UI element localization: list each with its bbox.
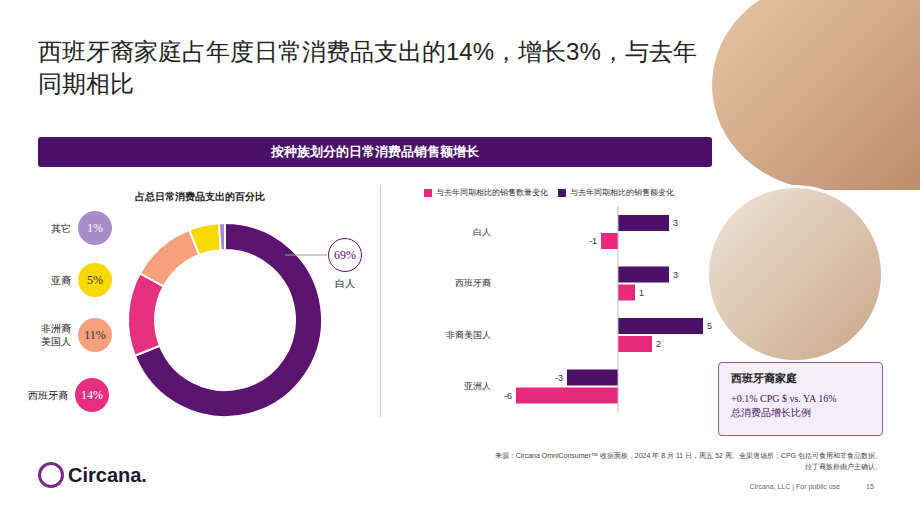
html-text:与去年同期相比的销售数量变化: 与去年同期相比的销售数量变化: [436, 188, 548, 197]
html-text:总消费品增长比例: 总消费品增长比例: [731, 407, 811, 418]
html-text:白人: 白人: [335, 278, 355, 289]
html-text:亚裔: 亚裔: [51, 274, 71, 286]
svg-text:白人: 白人: [473, 227, 491, 237]
html-text:按种族划分的日常消费品销售额增长: 按种族划分的日常消费品销售额增长: [271, 144, 479, 159]
svg-text:-3: -3: [555, 373, 563, 383]
svg-text:非裔美国人: 非裔美国人: [446, 330, 491, 340]
svg-text:1: 1: [639, 288, 644, 298]
svg-text:-1: -1: [589, 236, 597, 246]
html-text:西班牙裔家庭: 西班牙裔家庭: [731, 372, 797, 384]
html-text:11%: 11%: [84, 327, 106, 342]
svg-text:亚洲人: 亚洲人: [464, 381, 491, 391]
html-text:西班牙裔: 西班牙裔: [28, 389, 68, 401]
html-text:美国人: 美国人: [41, 336, 71, 347]
html-text:与去年同期相比的销售额变化: 与去年同期相比的销售额变化: [570, 188, 674, 197]
html-text:拉丁裔族群由户主确认。: 拉丁裔族群由户主确认。: [805, 462, 882, 470]
html-text:+0.1% CPG $ vs. YA 16%: +0.1% CPG $ vs. YA 16%: [731, 393, 837, 404]
html-text:其它: 其它: [51, 222, 71, 234]
svg-text:5: 5: [707, 321, 712, 331]
svg-text:西班牙裔: 西班牙裔: [455, 278, 491, 288]
html-text:非洲裔: 非洲裔: [41, 323, 71, 334]
html-text:69%: 69%: [334, 247, 356, 262]
html-text:占总日常消费品支出的百分比: 占总日常消费品支出的百分比: [135, 191, 265, 202]
svg-text:-6: -6: [504, 391, 512, 401]
svg-text:2: 2: [656, 339, 661, 349]
html-text:Circana, LLC | For public use: Circana, LLC | For public use: [749, 483, 840, 490]
svg-text:3: 3: [673, 218, 678, 228]
html-text:西班牙裔家庭占年度日常消费品支出的14%，增长3%，与去年同: 西班牙裔家庭占年度日常消费品支出的14%，增长3%，与去年同期相比: [38, 38, 697, 98]
html-text:15: 15: [866, 483, 874, 490]
html-text:来源：Circana OmniConsumer™ 收据面板，: 来源：Circana OmniConsumer™ 收据面板，2024 年 8 月…: [494, 452, 882, 459]
html-text:5%: 5%: [87, 272, 103, 287]
html-text:1%: 1%: [87, 220, 103, 235]
svg-text:3: 3: [673, 270, 678, 280]
html-text:Circana.: Circana.: [68, 463, 147, 486]
html-text:14%: 14%: [81, 387, 103, 402]
